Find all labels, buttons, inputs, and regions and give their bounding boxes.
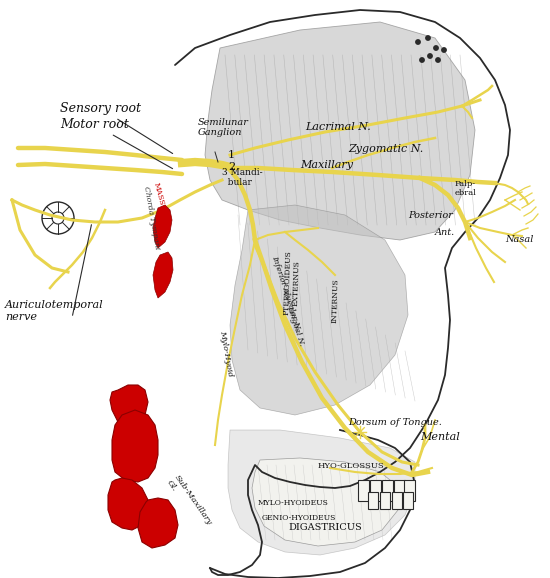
Circle shape (416, 40, 420, 44)
Text: Palp-
ebral: Palp- ebral (455, 180, 477, 197)
Text: Lingual N.: Lingual N. (285, 305, 306, 347)
Text: Maxillary: Maxillary (300, 160, 353, 170)
Text: Sensory root: Sensory root (60, 102, 173, 154)
Circle shape (434, 46, 438, 50)
FancyBboxPatch shape (404, 480, 415, 501)
Text: Ant.: Ant. (435, 228, 455, 237)
Polygon shape (228, 430, 415, 555)
Text: DIGASTRICUS: DIGASTRICUS (288, 523, 362, 532)
Circle shape (428, 54, 432, 58)
FancyBboxPatch shape (403, 491, 412, 509)
Text: MYLO-HYOIDEUS: MYLO-HYOIDEUS (258, 499, 329, 507)
FancyBboxPatch shape (382, 480, 393, 501)
Text: PTERYGOIDEUS
EXTERNUS: PTERYGOIDEUS EXTERNUS (282, 250, 302, 316)
FancyBboxPatch shape (392, 491, 402, 509)
Text: Auriculotemporal
nerve: Auriculotemporal nerve (5, 299, 103, 322)
FancyBboxPatch shape (370, 480, 381, 501)
Text: 3 Mandi-
  bular: 3 Mandi- bular (222, 168, 263, 187)
Polygon shape (252, 458, 400, 546)
Polygon shape (138, 498, 178, 548)
Polygon shape (108, 478, 148, 530)
Text: MASSETER: MASSETER (152, 181, 172, 227)
FancyBboxPatch shape (379, 491, 389, 509)
Polygon shape (110, 385, 148, 425)
Circle shape (442, 48, 446, 52)
Circle shape (436, 58, 440, 62)
FancyBboxPatch shape (393, 480, 404, 501)
FancyBboxPatch shape (367, 491, 377, 509)
Circle shape (420, 58, 424, 62)
Polygon shape (230, 205, 408, 415)
Text: Posterior: Posterior (408, 211, 453, 220)
Text: GENIO-HYOIDEUS: GENIO-HYOIDEUS (262, 514, 337, 522)
Text: Motor root: Motor root (60, 118, 173, 169)
Text: INTERNUS: INTERNUS (330, 278, 340, 323)
FancyBboxPatch shape (358, 480, 368, 501)
Text: HYO-GLOSSUS: HYO-GLOSSUS (318, 462, 385, 470)
Text: Nasal: Nasal (505, 235, 534, 244)
Text: Inferior Alveolar N.: Inferior Alveolar N. (270, 255, 302, 332)
Text: Semilunar
Ganglion: Semilunar Ganglion (198, 117, 249, 137)
Text: Dorsum of Tongue.: Dorsum of Tongue. (348, 418, 442, 427)
Text: Zygomatic N.: Zygomatic N. (348, 144, 424, 154)
Text: Lacrimal N.: Lacrimal N. (305, 122, 371, 132)
Polygon shape (153, 252, 173, 298)
Text: 2: 2 (228, 162, 235, 172)
Text: Chorda Tympani: Chorda Tympani (142, 186, 161, 250)
Polygon shape (153, 205, 172, 248)
Polygon shape (112, 410, 158, 482)
Text: Sub-Maxillary
Gl.: Sub-Maxillary Gl. (165, 473, 213, 532)
Text: 1: 1 (228, 150, 235, 160)
Text: Mylo-Hyoid: Mylo-Hyoid (218, 329, 234, 377)
Polygon shape (205, 22, 475, 240)
Circle shape (426, 36, 430, 40)
Text: Mental: Mental (420, 432, 460, 442)
